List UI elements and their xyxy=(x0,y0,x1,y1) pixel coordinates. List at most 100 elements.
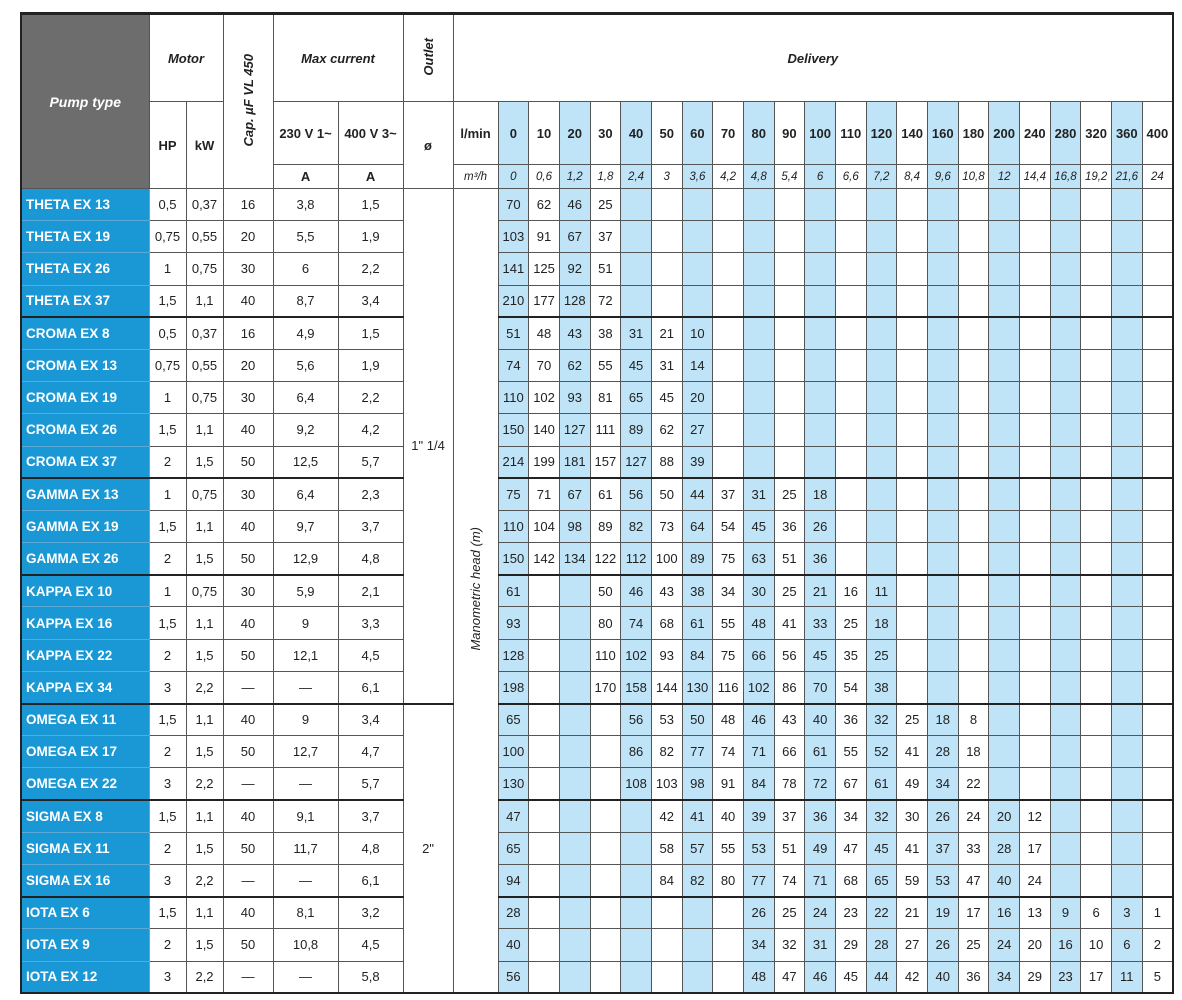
head-value: 54 xyxy=(712,509,744,544)
flow-m3h-header: 19,2 xyxy=(1080,164,1112,189)
head-value: 65 xyxy=(497,702,530,737)
head-value: 38 xyxy=(865,670,898,705)
head-value: 51 xyxy=(497,316,530,350)
cell-a230: 8,1 xyxy=(272,895,339,930)
head-value: 33 xyxy=(957,831,990,865)
head-value: 25 xyxy=(834,606,867,640)
head-value xyxy=(1080,702,1112,737)
head-value: 21 xyxy=(650,316,683,350)
table-row: THETA EX 37 1,5 1,1 40 8,7 3,4 210 177 128 72 xyxy=(20,284,1174,318)
cell-a400: 2,2 xyxy=(337,381,404,415)
outlet-size: 2" xyxy=(402,702,454,994)
head-value xyxy=(558,702,591,737)
cell-kw: 1,1 xyxy=(185,413,224,447)
head-value: 6 xyxy=(1110,928,1143,962)
head-value xyxy=(1080,542,1112,576)
head-value: 3 xyxy=(1110,895,1143,930)
head-value xyxy=(1049,573,1082,608)
head-value: 41 xyxy=(681,799,714,833)
head-value: 32 xyxy=(865,799,898,833)
head-value xyxy=(896,445,928,479)
head-value: 198 xyxy=(497,670,530,705)
head-value xyxy=(1049,252,1082,286)
head-value: 6 xyxy=(1080,895,1112,930)
head-value xyxy=(528,960,560,994)
head-value: 75 xyxy=(712,542,744,576)
head-value xyxy=(1141,348,1174,383)
cell-a400: 5,7 xyxy=(337,445,404,479)
head-value: 30 xyxy=(742,573,775,608)
flow-m3h-header: 6,6 xyxy=(834,164,867,189)
flow-m3h-header: 12 xyxy=(988,164,1020,189)
head-value xyxy=(865,348,898,383)
head-value xyxy=(528,799,560,833)
cell-kw: 2,2 xyxy=(185,670,224,705)
head-value xyxy=(926,542,959,576)
head-value xyxy=(1018,220,1051,254)
flow-lmin-header: 200 xyxy=(988,101,1020,165)
head-value xyxy=(1141,445,1174,479)
head-value: 26 xyxy=(926,799,959,833)
head-value xyxy=(528,928,560,962)
cell-kw: 0,37 xyxy=(185,187,224,222)
head-value xyxy=(957,445,990,479)
cell-a400: 1,5 xyxy=(337,187,404,222)
head-value: 41 xyxy=(773,606,806,640)
head-value xyxy=(589,799,622,833)
cell-hp: 1,5 xyxy=(148,509,187,544)
head-value: 140 xyxy=(528,413,560,447)
head-value xyxy=(957,252,990,286)
head-value: 39 xyxy=(742,799,775,833)
head-value: 47 xyxy=(773,960,806,994)
head-value xyxy=(620,284,652,318)
head-value xyxy=(1110,638,1143,672)
head-value xyxy=(620,252,652,286)
head-value xyxy=(620,863,652,898)
head-value: 64 xyxy=(681,509,714,544)
head-value xyxy=(1110,702,1143,737)
cell-kw: 0,75 xyxy=(185,252,224,286)
head-value xyxy=(1049,670,1082,705)
head-value xyxy=(620,799,652,833)
pump-name: GAMMA EX 26 xyxy=(20,542,150,576)
head-value: 41 xyxy=(896,735,928,769)
head-value: 37 xyxy=(712,477,744,511)
head-value: 34 xyxy=(926,767,959,801)
head-value xyxy=(988,767,1020,801)
head-value: 47 xyxy=(957,863,990,898)
table-row: SIGMA EX 8 1,5 1,1 40 9,1 3,7 47 42 41 40 39 37 36 34… xyxy=(20,799,1174,833)
head-value: 16 xyxy=(988,895,1020,930)
cell-hp: 0,75 xyxy=(148,220,187,254)
head-value xyxy=(1049,702,1082,737)
head-value xyxy=(1018,735,1051,769)
cell-a400: 4,8 xyxy=(337,542,404,576)
flow-lmin-header: 70 xyxy=(712,101,744,165)
head-value xyxy=(1110,799,1143,833)
head-value: 65 xyxy=(497,831,530,865)
head-value: 181 xyxy=(558,445,591,479)
head-value xyxy=(589,735,622,769)
head-value: 59 xyxy=(896,863,928,898)
head-value: 77 xyxy=(681,735,714,769)
head-value: 28 xyxy=(865,928,898,962)
cell-kw: 1,1 xyxy=(185,799,224,833)
head-value: 91 xyxy=(528,220,560,254)
head-value xyxy=(834,187,867,222)
cell-hp: 1,5 xyxy=(148,799,187,833)
head-value: 17 xyxy=(1080,960,1112,994)
head-value: 70 xyxy=(497,187,530,222)
pump-name: THETA EX 26 xyxy=(20,252,150,286)
head-value xyxy=(896,381,928,415)
outlet-header: Outlet xyxy=(402,13,454,102)
head-value xyxy=(896,670,928,705)
cell-kw: 2,2 xyxy=(185,960,224,994)
flow-m3h-header: 0 xyxy=(497,164,530,189)
head-value: 93 xyxy=(497,606,530,640)
head-value: 67 xyxy=(558,477,591,511)
head-value xyxy=(528,573,560,608)
head-value: 40 xyxy=(804,702,836,737)
cell-a400: 5,7 xyxy=(337,767,404,801)
cell-a230: — xyxy=(272,960,339,994)
head-value xyxy=(896,413,928,447)
head-value xyxy=(650,252,683,286)
